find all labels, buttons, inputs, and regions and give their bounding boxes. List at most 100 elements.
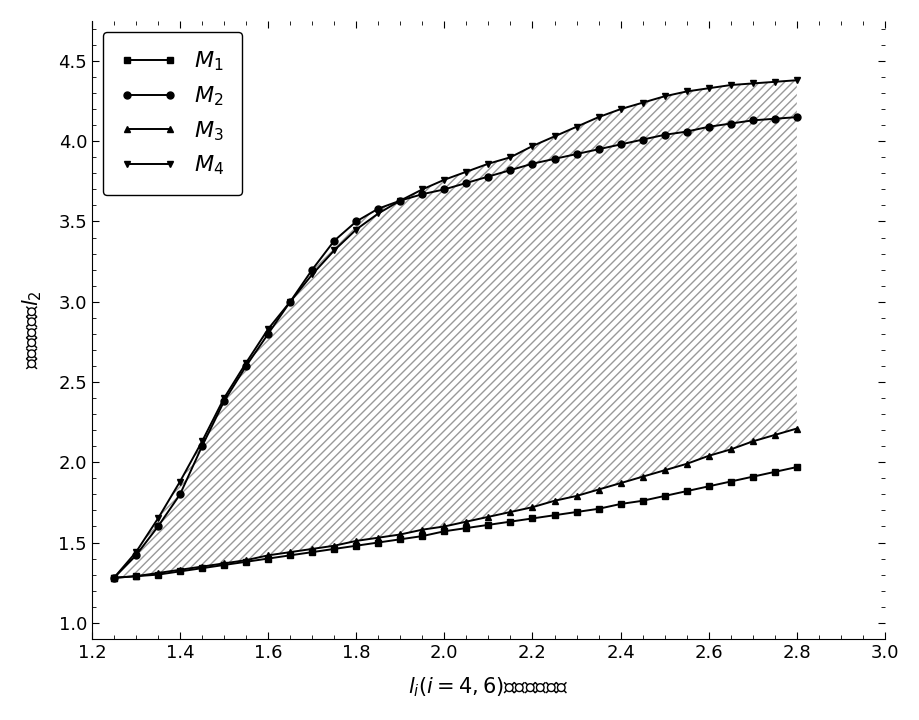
$M_2$ <box>438 185 449 194</box>
$M_1$ <box>108 574 119 582</box>
$M_4$ <box>175 477 186 486</box>
$M_2$ <box>615 140 626 149</box>
$M_2$ <box>724 120 735 128</box>
$M_1$ <box>438 527 449 536</box>
$M_3$ <box>593 485 604 494</box>
$M_3$ <box>571 492 582 500</box>
$M_4$ <box>505 153 516 161</box>
$M_4$ <box>724 81 735 89</box>
$M_1$ <box>350 541 361 550</box>
$M_4$ <box>658 92 669 101</box>
$M_4$ <box>262 325 273 333</box>
$M_1$ <box>482 521 494 529</box>
$M_3$ <box>527 503 538 511</box>
$M_2$ <box>482 172 494 181</box>
$M_1$ <box>571 508 582 516</box>
$M_3$ <box>241 556 252 564</box>
$M_4$ <box>306 270 317 279</box>
$M_2$ <box>571 150 582 158</box>
$M_2$ <box>460 179 471 187</box>
$M_2$ <box>746 116 757 125</box>
X-axis label: $l_i(i=4,6)$（输入参数）: $l_i(i=4,6)$（输入参数） <box>408 675 568 699</box>
$M_1$ <box>746 472 757 481</box>
Line: $M_2$: $M_2$ <box>110 114 800 581</box>
$M_3$ <box>394 530 405 539</box>
$M_4$ <box>680 87 691 96</box>
$M_1$ <box>460 523 471 532</box>
$M_1$ <box>394 535 405 544</box>
$M_1$ <box>593 505 604 513</box>
$M_4$ <box>746 79 757 88</box>
$M_2$ <box>197 442 208 451</box>
$M_2$ <box>130 551 142 559</box>
$M_1$ <box>372 538 383 546</box>
$M_4$ <box>527 142 538 150</box>
$M_4$ <box>416 185 427 194</box>
$M_3$ <box>350 536 361 545</box>
$M_1$ <box>549 511 560 520</box>
$M_2$ <box>306 265 317 274</box>
$M_2$ <box>328 236 339 245</box>
$M_3$ <box>197 562 208 571</box>
$M_4$ <box>549 132 560 140</box>
$M_3$ <box>460 518 471 526</box>
$M_4$ <box>284 297 295 306</box>
$M_3$ <box>505 508 516 516</box>
$M_4$ <box>219 394 230 402</box>
$M_3$ <box>615 479 626 487</box>
$M_3$ <box>438 522 449 531</box>
$M_3$ <box>328 541 339 550</box>
$M_1$ <box>768 467 779 476</box>
$M_2$ <box>372 204 383 213</box>
$M_4$ <box>328 246 339 255</box>
$M_4$ <box>153 514 164 523</box>
$M_4$ <box>350 225 361 234</box>
$M_2$ <box>416 190 427 199</box>
$M_1$ <box>241 557 252 566</box>
$M_2$ <box>658 130 669 139</box>
$M_3$ <box>284 548 295 557</box>
$M_4$ <box>482 159 494 168</box>
$M_1$ <box>702 482 713 490</box>
$M_2$ <box>702 122 713 131</box>
$M_2$ <box>175 490 186 499</box>
$M_4$ <box>372 209 383 217</box>
$M_3$ <box>549 497 560 505</box>
$M_3$ <box>702 451 713 460</box>
$M_1$ <box>527 514 538 523</box>
$M_3$ <box>724 445 735 454</box>
Line: $M_1$: $M_1$ <box>110 464 800 581</box>
$M_4$ <box>615 105 626 114</box>
$M_1$ <box>615 500 626 508</box>
$M_2$ <box>284 297 295 306</box>
$M_3$ <box>130 572 142 580</box>
$M_1$ <box>175 567 186 576</box>
$M_1$ <box>724 477 735 486</box>
$M_3$ <box>482 513 494 521</box>
Y-axis label: （输入参数）$l_2$: （输入参数）$l_2$ <box>21 290 44 369</box>
$M_3$ <box>768 431 779 439</box>
Legend: $M_1$, $M_2$, $M_3$, $M_4$: $M_1$, $M_2$, $M_3$, $M_4$ <box>103 32 242 195</box>
$M_2$ <box>636 135 647 144</box>
$M_2$ <box>768 114 779 123</box>
$M_3$ <box>680 459 691 468</box>
Line: $M_4$: $M_4$ <box>110 77 800 581</box>
$M_4$ <box>460 167 471 176</box>
$M_4$ <box>394 197 405 205</box>
$M_1$ <box>328 544 339 553</box>
$M_1$ <box>219 561 230 570</box>
$M_4$ <box>108 574 119 582</box>
$M_2$ <box>350 217 361 226</box>
$M_2$ <box>680 127 691 136</box>
$M_4$ <box>130 548 142 557</box>
$M_3$ <box>108 574 119 582</box>
$M_4$ <box>571 122 582 131</box>
$M_1$ <box>130 572 142 580</box>
$M_3$ <box>153 569 164 577</box>
$M_4$ <box>438 176 449 184</box>
$M_3$ <box>636 472 647 481</box>
$M_4$ <box>241 359 252 367</box>
$M_3$ <box>416 526 427 534</box>
$M_3$ <box>746 437 757 446</box>
$M_2$ <box>153 522 164 531</box>
